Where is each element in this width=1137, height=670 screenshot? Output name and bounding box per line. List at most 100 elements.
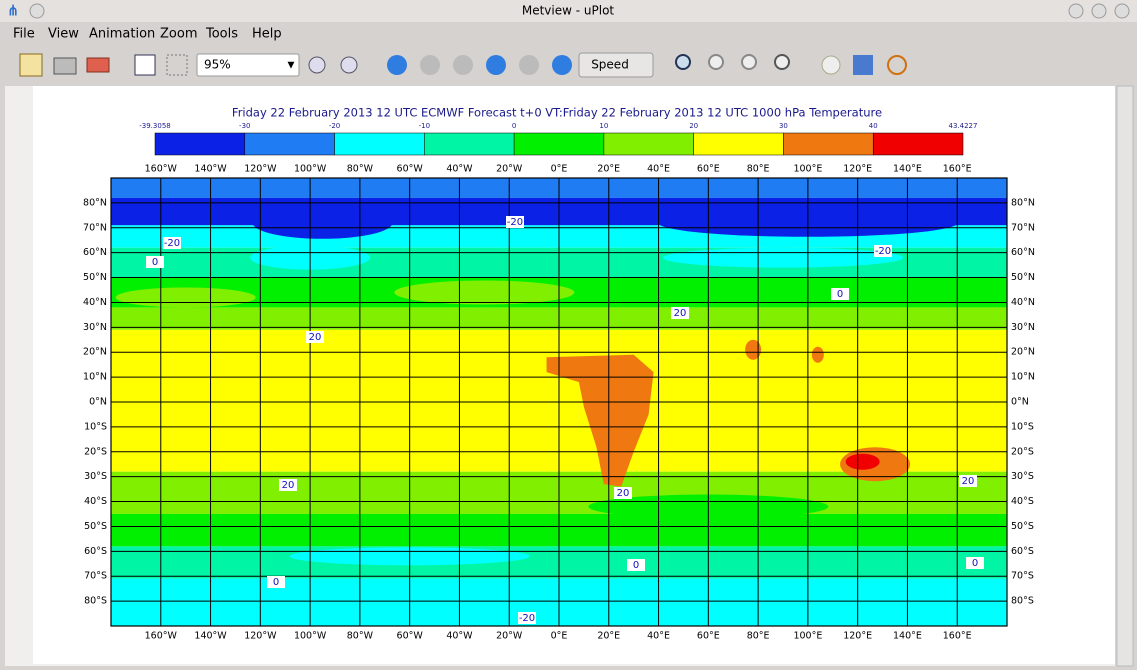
legend-label: 40: [869, 122, 878, 130]
magnifier-2[interactable]: [708, 54, 724, 70]
legend-swatch: [334, 132, 425, 156]
magnifier-4[interactable]: [774, 54, 790, 70]
lat-label: 50°S: [1011, 521, 1034, 532]
menu-item[interactable]: Tools: [205, 27, 238, 42]
lon-label: 40°E: [647, 164, 670, 175]
contour-label: 0: [633, 560, 639, 571]
menu-item[interactable]: File: [13, 27, 35, 42]
contour-label-bg: [966, 557, 984, 569]
menu-item[interactable]: View: [48, 27, 79, 42]
lat-label: 40°N: [83, 297, 107, 308]
contour-label-bg: [614, 487, 632, 499]
lon-label: 160°W: [145, 164, 178, 175]
lon-label: 140°E: [893, 631, 922, 642]
map-border: [110, 177, 1008, 627]
legend-swatch: [693, 132, 784, 156]
lon-label: 60°W: [397, 164, 424, 175]
lat-label: 80°S: [84, 596, 107, 607]
lat-label: 10°N: [83, 372, 107, 383]
legend-swatch: [872, 132, 964, 156]
select-icon[interactable]: [166, 54, 188, 76]
contour-label-bg: [874, 245, 892, 257]
lon-label: 80°E: [747, 164, 770, 175]
lat-label: 20°S: [1011, 446, 1034, 457]
print-icon[interactable]: [53, 57, 77, 75]
contour-label-bg: [831, 288, 849, 300]
magnifier-3[interactable]: [741, 54, 757, 70]
lon-label: 80°E: [747, 631, 770, 642]
legend-label: -30: [239, 122, 250, 130]
maximize-button[interactable]: [1091, 3, 1107, 19]
contour-label: -20: [875, 246, 891, 257]
lon-label: 60°W: [397, 631, 424, 642]
contour-label-bg: [518, 612, 536, 624]
lon-label: 120°W: [244, 631, 277, 642]
lat-label: 80°N: [83, 197, 107, 208]
sidebar-icon[interactable]: [134, 54, 156, 76]
legend-label: -20: [329, 122, 340, 130]
temperature-area: [663, 247, 903, 268]
lon-label: 140°W: [194, 164, 227, 175]
data-icon[interactable]: [821, 55, 841, 75]
menu-item[interactable]: Animation: [89, 27, 155, 42]
lat-label: 60°S: [1011, 546, 1034, 557]
lon-label: 60°E: [697, 631, 720, 642]
first-button[interactable]: [519, 55, 539, 75]
scrollbar[interactable]: [1116, 85, 1134, 667]
menu-item[interactable]: Zoom: [160, 27, 197, 42]
lat-label: 70°S: [1011, 571, 1034, 582]
lon-label: 40°W: [446, 164, 473, 175]
contour-label-bg: [959, 475, 977, 487]
edit-icon[interactable]: [19, 53, 43, 77]
lat-label: 50°N: [83, 272, 107, 283]
zoom-value: 95%: [204, 58, 231, 72]
contour-label: 0: [972, 558, 978, 569]
legend-swatch: [244, 132, 335, 156]
last-button[interactable]: [552, 55, 572, 75]
lon-label: 140°E: [893, 164, 922, 175]
lat-label: 40°S: [84, 496, 107, 507]
lat-label: 60°S: [84, 546, 107, 557]
legend-label: 20: [689, 122, 698, 130]
lon-label: 20°E: [597, 631, 620, 642]
contour-label: 20: [282, 480, 295, 491]
app-icon: ⋔: [7, 2, 20, 20]
title-bar: [0, 0, 1137, 22]
previous-button[interactable]: [453, 55, 473, 75]
close-button[interactable]: [1114, 3, 1130, 19]
zoom-combo[interactable]: [196, 53, 300, 77]
cursor-icon[interactable]: [887, 55, 907, 75]
window-menu-button[interactable]: [29, 3, 45, 19]
lon-label: 20°W: [496, 164, 523, 175]
next-button[interactable]: [486, 55, 506, 75]
plot: Friday 22 February 2013 12 UTC ECMWF For…: [83, 106, 1035, 642]
lat-label: 10°S: [1011, 421, 1034, 432]
legend-swatch: [783, 132, 874, 156]
menu-item[interactable]: Help: [252, 27, 282, 42]
contour-label: 20: [617, 488, 630, 499]
lat-label: 30°N: [83, 322, 107, 333]
export-icon[interactable]: [86, 57, 110, 73]
lat-label: 10°S: [84, 421, 107, 432]
lon-label: 140°W: [194, 631, 227, 642]
lat-label: 0°N: [89, 397, 107, 408]
lon-label: 100°E: [793, 164, 822, 175]
legend-label: 10: [599, 122, 608, 130]
stop-button[interactable]: [420, 55, 440, 75]
zoom-in[interactable]: [340, 56, 358, 74]
temperature-area: [745, 339, 762, 360]
magnifier[interactable]: [675, 54, 691, 70]
lon-label: 20°E: [597, 164, 620, 175]
minimize-button[interactable]: [1068, 3, 1084, 19]
lat-label: 30°S: [1011, 471, 1034, 482]
lon-label: 60°E: [697, 164, 720, 175]
temperature-area: [546, 354, 654, 487]
lat-label: 30°N: [1011, 322, 1035, 333]
zoom-out[interactable]: [308, 56, 326, 74]
contour-label-bg: [627, 559, 645, 571]
lat-label: 50°N: [1011, 272, 1035, 283]
speed-button[interactable]: [578, 52, 654, 78]
layers-icon[interactable]: [853, 55, 873, 75]
lon-label: 80°W: [347, 164, 374, 175]
play-button[interactable]: [387, 55, 407, 75]
